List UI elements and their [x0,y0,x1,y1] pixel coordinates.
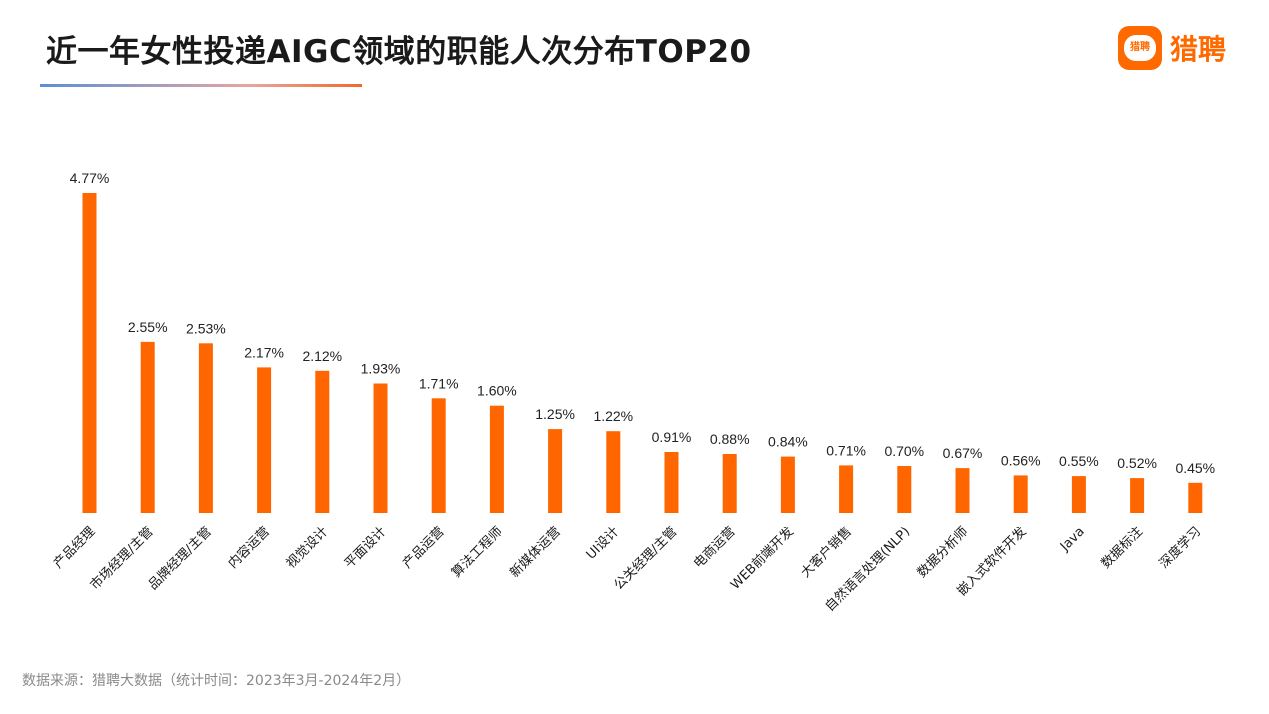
bar [82,193,97,513]
bar-value-label: 0.88% [710,431,750,447]
category-tick-label: 算法工程师 [449,524,506,581]
category-tick-label: 大客户销售 [798,524,855,581]
category-tick-label: 产品经理 [51,524,98,571]
category-tick-label: Java [1057,524,1088,555]
category-tick-label: 产品运营 [400,524,447,571]
bar-value-label: 0.56% [1001,452,1041,468]
bar-value-label: 1.71% [419,375,459,391]
bar [839,465,854,513]
bar [722,454,737,513]
bar-value-label: 0.84% [768,434,808,450]
bar-value-label: 1.25% [535,406,575,422]
bar [373,383,388,513]
category-tick-label: 数据分析师 [915,524,972,581]
bar-value-label: 2.53% [186,320,226,336]
bar [548,429,563,513]
page-title: 近一年女性投递AIGC领域的职能人次分布TOP20 [46,34,752,70]
bar [1071,476,1086,513]
category-tick-label: 深度学习 [1156,524,1204,572]
bar [1188,482,1203,513]
bar [664,452,679,513]
bar-value-label: 1.93% [361,361,401,377]
bar-value-label: 0.55% [1059,453,1099,469]
bar [257,367,272,513]
category-tick-label: UI设计 [584,524,622,562]
title-underline [40,84,362,87]
bar-value-label: 2.12% [302,348,342,364]
bar [140,341,155,513]
bar-value-label: 2.55% [128,319,168,335]
bar [489,405,504,513]
category-tick-label: 数据标注 [1099,524,1146,571]
bar [1013,475,1028,513]
bar-value-label: 0.91% [652,429,692,445]
bar-value-label: 1.22% [593,408,633,424]
category-tick-label: 视觉设计 [284,524,331,571]
data-source-footer: 数据来源：猎聘大数据（统计时间：2023年3月-2024年2月） [22,673,411,689]
category-tick-label: 电商运营 [691,524,738,571]
category-tick-label: 内容运营 [225,524,273,572]
category-tick-label: WEB前端开发 [727,524,796,593]
bar-value-label: 0.45% [1175,460,1215,476]
bar [431,398,446,513]
logo-badge-icon: 猎聘 [1118,26,1162,70]
category-tick-label: 新媒体运营 [507,524,564,581]
bar [606,431,621,513]
logo-text: 猎聘 [1170,33,1227,66]
liepin-logo: 猎聘 猎聘 [1118,26,1226,70]
bar-value-label: 1.60% [477,383,517,399]
category-tick-label: 平面设计 [342,524,389,571]
bar-value-label: 2.17% [244,344,284,360]
bar-value-label: 0.67% [943,445,983,461]
bar [315,370,330,513]
bar-value-label: 0.52% [1117,455,1157,471]
bar [780,456,795,513]
bar-value-label: 0.70% [884,443,924,459]
bar [1130,478,1145,513]
bar [955,468,970,513]
bar-value-label: 0.71% [826,442,866,458]
logo-badge-text: 猎聘 [1124,35,1156,61]
bar [897,466,912,513]
bar [198,343,213,513]
bar-value-label: 4.77% [70,170,110,186]
